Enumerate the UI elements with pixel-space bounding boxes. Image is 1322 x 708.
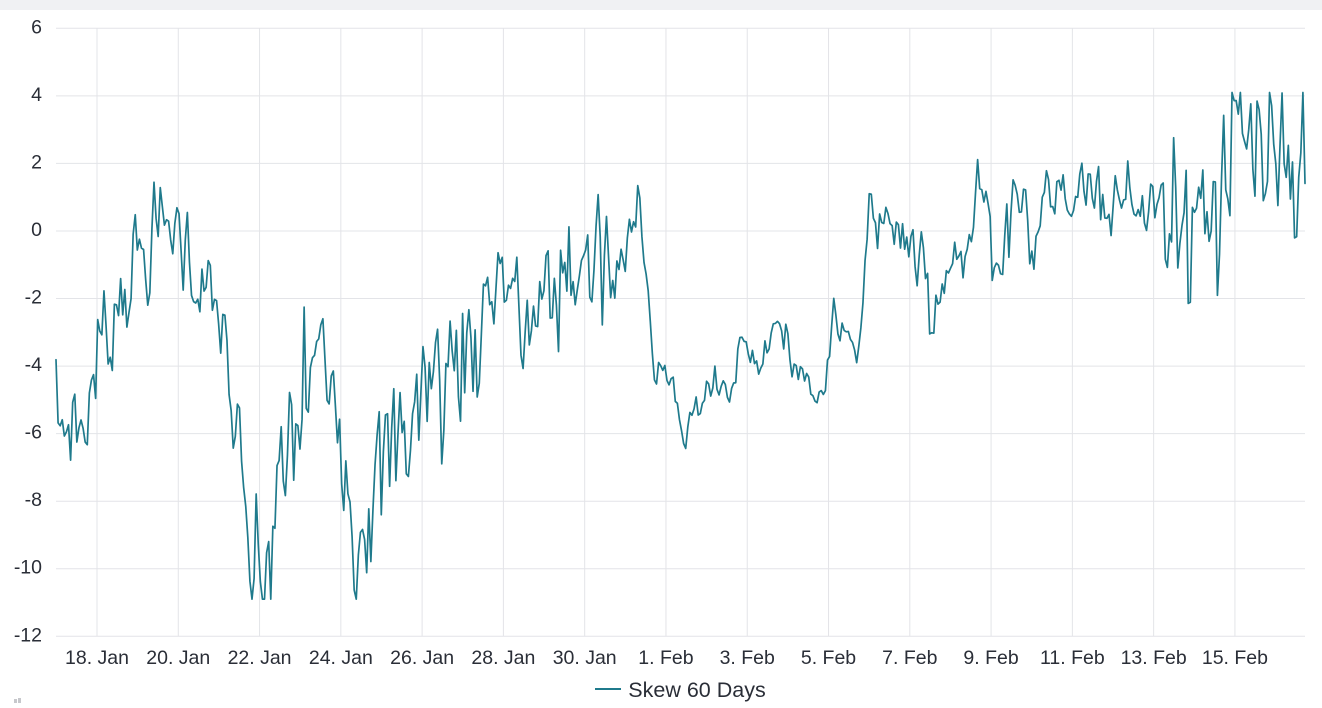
svg-text:4: 4 bbox=[31, 84, 42, 106]
svg-text:26. Jan: 26. Jan bbox=[390, 647, 454, 669]
svg-text:-10: -10 bbox=[14, 557, 42, 579]
svg-text:11. Feb: 11. Feb bbox=[1040, 647, 1105, 669]
svg-text:22. Jan: 22. Jan bbox=[228, 647, 292, 669]
svg-text:20. Jan: 20. Jan bbox=[146, 647, 210, 669]
svg-text:3. Feb: 3. Feb bbox=[720, 647, 775, 669]
svg-text:1. Feb: 1. Feb bbox=[638, 647, 693, 669]
svg-text:-12: -12 bbox=[14, 624, 42, 646]
svg-text:-4: -4 bbox=[25, 354, 42, 376]
svg-text:28. Jan: 28. Jan bbox=[471, 647, 535, 669]
svg-text:9. Feb: 9. Feb bbox=[963, 647, 1018, 669]
svg-text:15. Feb: 15. Feb bbox=[1202, 647, 1268, 669]
svg-text:0: 0 bbox=[31, 219, 42, 241]
svg-text:24. Jan: 24. Jan bbox=[309, 647, 373, 669]
svg-text:30. Jan: 30. Jan bbox=[553, 647, 617, 669]
svg-text:18. Jan: 18. Jan bbox=[65, 647, 129, 669]
svg-text:5. Feb: 5. Feb bbox=[801, 647, 856, 669]
svg-text:7. Feb: 7. Feb bbox=[882, 647, 937, 669]
svg-text:-8: -8 bbox=[25, 489, 42, 511]
svg-text:13. Feb: 13. Feb bbox=[1121, 647, 1187, 669]
svg-text:2: 2 bbox=[31, 151, 42, 173]
svg-text:-6: -6 bbox=[25, 422, 42, 444]
svg-text:6: 6 bbox=[31, 16, 42, 38]
svg-text:-2: -2 bbox=[25, 287, 42, 309]
